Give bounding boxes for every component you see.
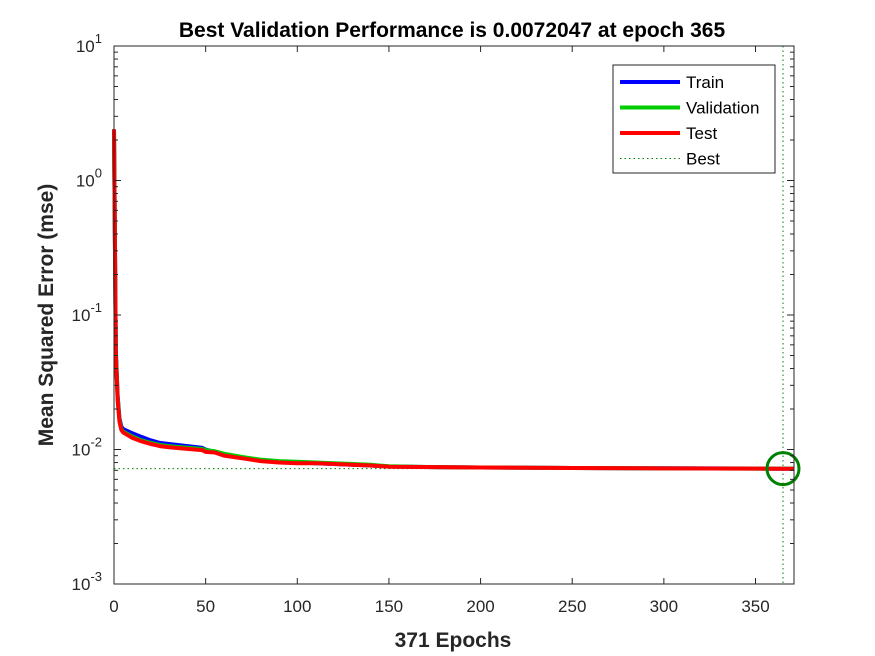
legend-label-train: Train	[686, 73, 724, 92]
plot-lines	[112, 46, 801, 584]
legend-label-best: Best	[686, 150, 720, 169]
x-axis-title: 371 Epochs	[395, 629, 512, 652]
x-tick-label: 200	[466, 597, 494, 616]
y-tick-label: 10-1	[72, 300, 102, 325]
x-tick-label: 100	[283, 597, 311, 616]
axes-box	[113, 45, 795, 585]
y-axis-title: Mean Squared Error (mse)	[35, 184, 58, 447]
y-tick-label: 101	[76, 31, 102, 56]
y-tick-label: 10-2	[72, 435, 102, 460]
x-tick-label: 0	[109, 597, 118, 616]
x-tick-label: 150	[375, 597, 403, 616]
x-tick-label: 50	[196, 597, 215, 616]
x-tick-label: 350	[741, 597, 769, 616]
series-line-test	[112, 129, 794, 471]
legend-label-validation: Validation	[686, 99, 759, 118]
best-marker-circle	[765, 451, 801, 487]
x-tick-label: 250	[558, 597, 586, 616]
y-tick-label: 10-3	[72, 569, 102, 594]
y-tick-label: 100	[76, 166, 102, 191]
chart-title: Best Validation Performance is 0.0072047…	[179, 19, 726, 42]
x-tick-label: 300	[650, 597, 678, 616]
legend: Train Validation Test Best	[612, 64, 776, 174]
legend-label-test: Test	[686, 124, 717, 143]
